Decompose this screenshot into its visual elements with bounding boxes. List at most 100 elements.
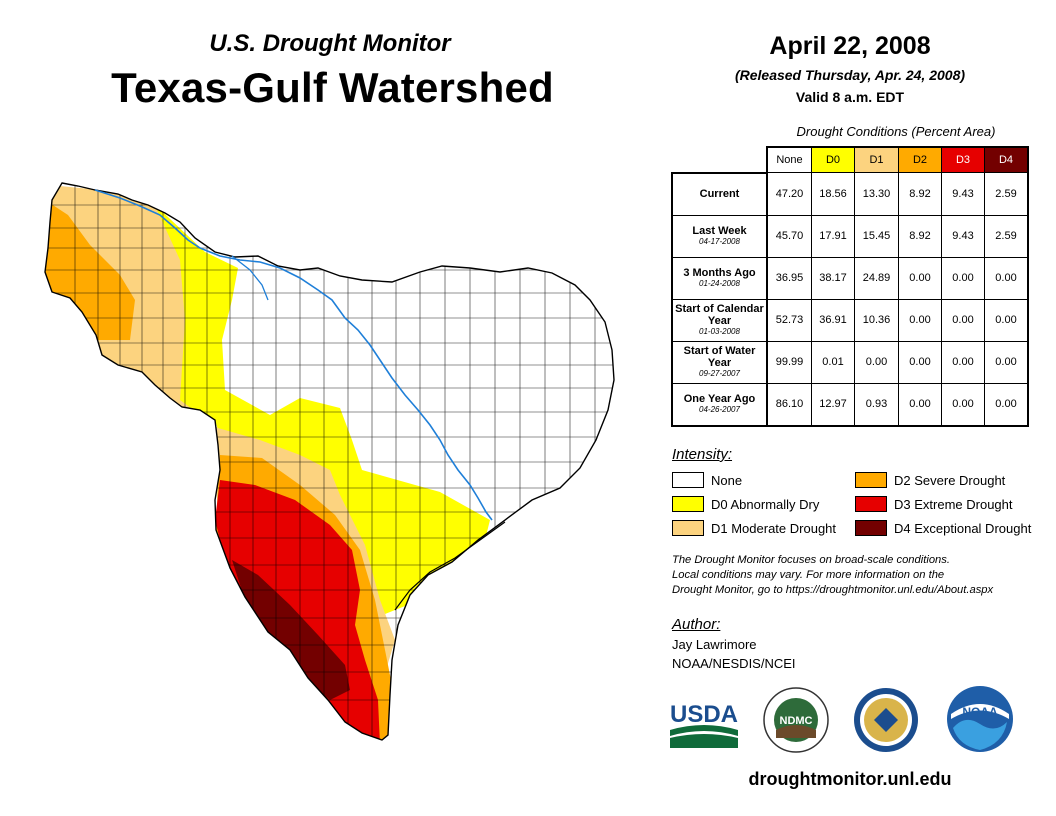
legend-item-d2: D2 Severe Drought <box>855 472 1005 488</box>
cell: 17.91 <box>811 214 855 258</box>
legend-label: D2 Severe Drought <box>894 472 1006 488</box>
legend-swatch <box>855 496 887 512</box>
cell: 45.70 <box>766 214 812 258</box>
cell: 36.91 <box>811 298 855 342</box>
map-date: April 22, 2008 <box>769 32 931 60</box>
cell: 0.01 <box>811 340 855 384</box>
cell: 9.43 <box>941 214 985 258</box>
legend-item-d4: D4 Exceptional Drought <box>855 520 1031 536</box>
legend-swatch <box>672 472 704 488</box>
red-brazos-river <box>94 189 493 521</box>
disclaimer-note: The Drought Monitor focuses on broad-sca… <box>672 553 1052 598</box>
cell: 99.99 <box>766 340 812 384</box>
legend-label: D1 Moderate Drought <box>711 520 837 536</box>
cell: 0.00 <box>941 382 985 427</box>
watershed-outline <box>44 182 615 741</box>
row-label: Start of Water Year 09-27-2007 <box>671 340 768 384</box>
usda-logo: USDA <box>670 701 738 748</box>
row-date: 01-03-2008 <box>699 327 740 336</box>
col-d4: D4 <box>984 146 1029 173</box>
cell: 0.00 <box>984 382 1029 427</box>
row-date: 09-27-2007 <box>699 369 740 378</box>
cell: 18.56 <box>811 172 855 216</box>
table-row: One Year Ago 04-26-2007 86.10 12.97 0.93 … <box>671 382 1029 427</box>
row-date: 01-24-2008 <box>699 279 740 288</box>
note-line: Drought Monitor, go to https://droughtmo… <box>672 584 994 596</box>
cell: 0.00 <box>898 256 942 300</box>
note-line: The Drought Monitor focuses on broad-sca… <box>672 554 950 566</box>
legend-label: None <box>711 472 743 488</box>
valid-time: Valid 8 a.m. EDT <box>795 89 905 105</box>
table-row: Start of Calendar Year 01-03-2008 52.73 3… <box>671 298 1029 342</box>
watershed-map <box>44 182 615 741</box>
legend-item-none: None <box>672 472 742 488</box>
website-url[interactable]: droughtmonitor.unl.edu <box>748 769 952 789</box>
author-name: Jay Lawrimore <box>672 637 757 652</box>
cell: 0.00 <box>898 298 942 342</box>
cell: 38.17 <box>811 256 855 300</box>
legend-swatch <box>672 520 704 536</box>
cell: 13.30 <box>854 172 899 216</box>
author-org: NOAA/NESDIS/NCEI <box>672 656 796 671</box>
col-none: None <box>766 146 812 173</box>
author-label: Author: <box>672 616 721 633</box>
cell: 2.59 <box>984 214 1029 258</box>
table-row: Current 47.20 18.56 13.30 8.92 9.43 2.59 <box>671 172 1029 216</box>
col-d1: D1 <box>854 146 899 173</box>
commerce-seal-logo <box>854 688 918 752</box>
legend-title: Intensity: <box>672 446 733 463</box>
row-label: Current <box>671 172 768 216</box>
row-date: 04-26-2007 <box>699 405 740 414</box>
cell: 0.93 <box>854 382 899 427</box>
barrier-islands <box>394 521 506 611</box>
cell: 0.00 <box>941 298 985 342</box>
table-corner <box>672 147 768 174</box>
cell: 0.00 <box>984 298 1029 342</box>
legend-swatch <box>855 520 887 536</box>
note-line: Local conditions may vary. For more info… <box>672 569 945 581</box>
col-d2: D2 <box>898 146 942 173</box>
cell: 10.36 <box>854 298 899 342</box>
legend-swatch <box>855 472 887 488</box>
cell: 9.43 <box>941 172 985 216</box>
cell: 0.00 <box>984 340 1029 384</box>
river-tributary <box>231 255 269 301</box>
legend-swatch <box>672 496 704 512</box>
cell: 8.92 <box>898 214 942 258</box>
svg-text:NOAA: NOAA <box>962 705 998 719</box>
cell: 0.00 <box>898 382 942 427</box>
table-caption: Drought Conditions (Percent Area) <box>796 124 996 139</box>
table-row: 3 Months Ago 01-24-2008 36.95 38.17 24.89… <box>671 256 1029 300</box>
legend-item-d0: D0 Abnormally Dry <box>672 496 819 512</box>
legend-item-d3: D3 Extreme Drought <box>855 496 1013 512</box>
ndmc-logo: NDMC <box>763 687 829 753</box>
svg-text:NDMC: NDMC <box>780 715 813 727</box>
cell: 15.45 <box>854 214 899 258</box>
legend-label: D3 Extreme Drought <box>894 496 1013 512</box>
drought-areas <box>45 183 614 740</box>
row-label: Start of Calendar Year 01-03-2008 <box>671 298 768 342</box>
table-header-row: None D0 D1 D2 D3 D4 <box>672 146 1029 174</box>
map-subtitle: U.S. Drought Monitor <box>209 30 451 57</box>
table-row: Last Week 04-17-2008 45.70 17.91 15.45 8.… <box>671 214 1029 258</box>
cell: 0.00 <box>984 256 1029 300</box>
area-d4 <box>232 560 350 700</box>
col-d0: D0 <box>811 146 855 173</box>
cell: 0.00 <box>941 340 985 384</box>
cell: 0.00 <box>898 340 942 384</box>
col-d3: D3 <box>941 146 985 173</box>
cell: 12.97 <box>811 382 855 427</box>
legend-label: D4 Exceptional Drought <box>894 520 1032 536</box>
legend-label: D0 Abnormally Dry <box>711 496 820 512</box>
noaa-logo: NOAA <box>947 686 1013 752</box>
drought-stats-table: None D0 D1 D2 D3 D4 Current 47.20 18.56 … <box>671 146 1029 427</box>
area-d0 <box>150 200 490 620</box>
cell: 2.59 <box>984 172 1029 216</box>
svg-text:USDA: USDA <box>670 701 738 728</box>
cell: 36.95 <box>766 256 812 300</box>
cell: 8.92 <box>898 172 942 216</box>
cell: 47.20 <box>766 172 812 216</box>
cell: 52.73 <box>766 298 812 342</box>
row-label: 3 Months Ago 01-24-2008 <box>671 256 768 300</box>
legend-item-d1: D1 Moderate Drought <box>672 520 836 536</box>
